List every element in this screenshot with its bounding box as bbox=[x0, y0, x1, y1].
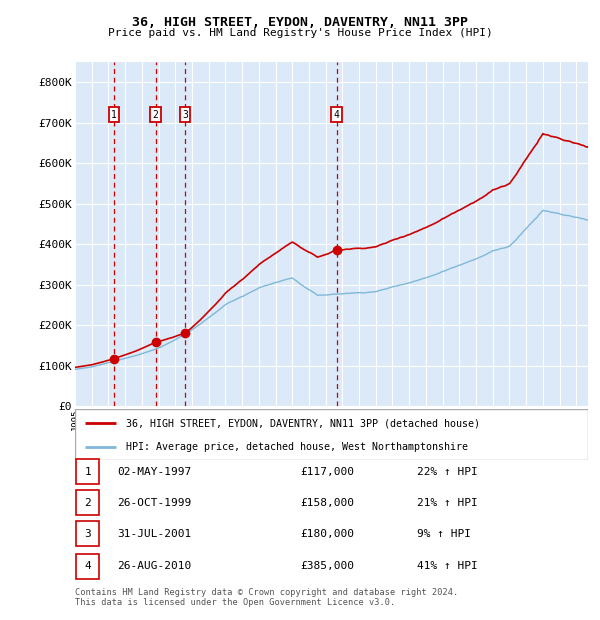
Text: 1: 1 bbox=[84, 467, 91, 477]
Text: 2: 2 bbox=[84, 498, 91, 508]
Text: 3: 3 bbox=[84, 529, 91, 539]
Text: 4: 4 bbox=[334, 110, 340, 120]
Text: 3: 3 bbox=[182, 110, 188, 120]
Text: HPI: Average price, detached house, West Northamptonshire: HPI: Average price, detached house, West… bbox=[127, 442, 469, 453]
Text: Price paid vs. HM Land Registry's House Price Index (HPI): Price paid vs. HM Land Registry's House … bbox=[107, 28, 493, 38]
Text: £385,000: £385,000 bbox=[300, 561, 354, 571]
Text: 21% ↑ HPI: 21% ↑ HPI bbox=[417, 498, 478, 508]
Text: 26-AUG-2010: 26-AUG-2010 bbox=[117, 561, 191, 571]
Text: 26-OCT-1999: 26-OCT-1999 bbox=[117, 498, 191, 508]
Text: £158,000: £158,000 bbox=[300, 498, 354, 508]
Text: 2: 2 bbox=[152, 110, 158, 120]
Text: 9% ↑ HPI: 9% ↑ HPI bbox=[417, 529, 471, 539]
Text: 31-JUL-2001: 31-JUL-2001 bbox=[117, 529, 191, 539]
Text: 41% ↑ HPI: 41% ↑ HPI bbox=[417, 561, 478, 571]
Text: 02-MAY-1997: 02-MAY-1997 bbox=[117, 467, 191, 477]
FancyBboxPatch shape bbox=[76, 490, 99, 515]
FancyBboxPatch shape bbox=[76, 554, 99, 578]
Text: £180,000: £180,000 bbox=[300, 529, 354, 539]
Text: 36, HIGH STREET, EYDON, DAVENTRY, NN11 3PP (detached house): 36, HIGH STREET, EYDON, DAVENTRY, NN11 3… bbox=[127, 418, 481, 428]
FancyBboxPatch shape bbox=[76, 521, 99, 546]
Text: 22% ↑ HPI: 22% ↑ HPI bbox=[417, 467, 478, 477]
Text: £117,000: £117,000 bbox=[300, 467, 354, 477]
Text: 4: 4 bbox=[84, 561, 91, 571]
FancyBboxPatch shape bbox=[76, 459, 99, 484]
FancyBboxPatch shape bbox=[75, 409, 588, 460]
Text: 1: 1 bbox=[111, 110, 117, 120]
Text: Contains HM Land Registry data © Crown copyright and database right 2024.
This d: Contains HM Land Registry data © Crown c… bbox=[75, 588, 458, 607]
Text: 36, HIGH STREET, EYDON, DAVENTRY, NN11 3PP: 36, HIGH STREET, EYDON, DAVENTRY, NN11 3… bbox=[132, 16, 468, 29]
